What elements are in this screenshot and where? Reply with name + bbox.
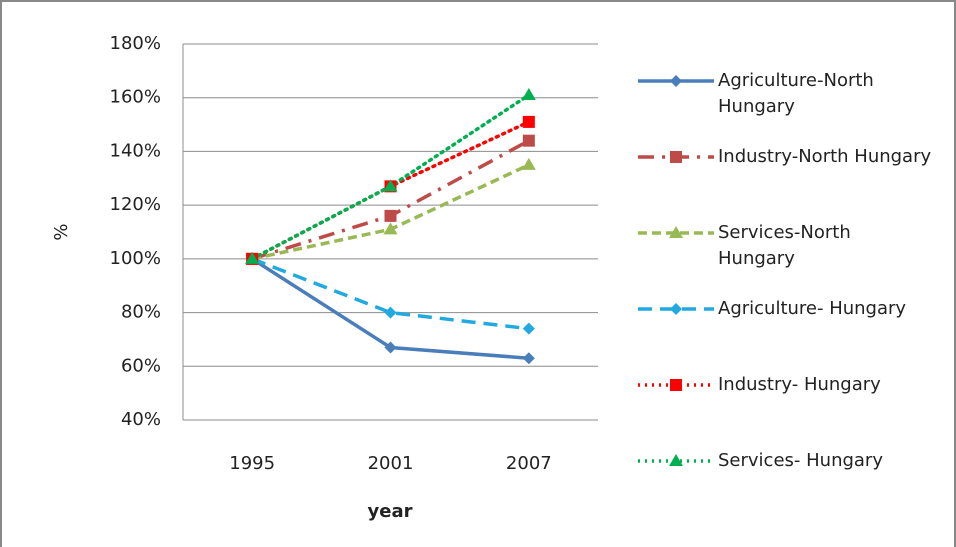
marker (521, 88, 536, 101)
marker (670, 151, 682, 163)
marker (669, 226, 683, 238)
legend-swatch (638, 226, 714, 238)
series-line (251, 257, 530, 331)
y-tick-label: 80% (121, 302, 161, 323)
y-tick-label: 40% (121, 409, 161, 430)
x-tick-label: 2007 (506, 453, 552, 474)
y-tick-label: 120% (110, 194, 161, 215)
marker (384, 341, 397, 354)
legend-entry: Agriculture- Hungary (636, 294, 948, 370)
legend-entry: Industry-North Hungary (636, 142, 948, 218)
legend-label: Industry-North Hungary (718, 146, 932, 167)
marker (383, 179, 398, 192)
legend-label: Services- Hungary (718, 450, 883, 471)
legend-entry: Services-North Hungary (636, 218, 948, 294)
legend-entry: Industry- Hungary (636, 370, 948, 446)
x-tick-label: 2001 (368, 453, 414, 474)
y-tick-label: 180% (110, 33, 161, 54)
legend-label: Agriculture-North Hungary (718, 70, 874, 117)
legend-swatch (638, 379, 714, 391)
marker (522, 352, 535, 365)
y-tick-label: 160% (110, 87, 161, 108)
marker (521, 157, 536, 170)
marker (670, 303, 682, 315)
marker (384, 209, 397, 222)
legend-label: Agriculture- Hungary (718, 298, 907, 319)
legend-entry: Services- Hungary (636, 446, 948, 522)
marker (522, 322, 535, 335)
marker (384, 306, 397, 319)
marker (383, 222, 398, 235)
legend-swatch (638, 303, 714, 315)
x-tick-label: 1995 (229, 453, 275, 474)
marker (670, 379, 682, 391)
y-tick-label: 60% (121, 355, 161, 376)
legend-swatch (638, 454, 714, 466)
legend-swatch (638, 75, 714, 87)
legend-label: Industry- Hungary (718, 374, 881, 395)
y-axis-title: % (51, 223, 72, 240)
y-tick-label: 100% (110, 248, 161, 269)
legend-label: Services-North Hungary (718, 222, 851, 269)
marker (245, 251, 260, 264)
marker (669, 454, 683, 466)
series-line (251, 139, 530, 261)
legend-entry: Agriculture-North Hungary (636, 66, 948, 142)
marker (522, 115, 535, 128)
y-tick-label: 140% (110, 140, 161, 161)
legend: Agriculture-North Hungary Industry-North … (636, 66, 948, 522)
marker (522, 134, 535, 147)
x-axis-title: year (368, 501, 413, 522)
marker (670, 75, 682, 87)
legend-swatch (638, 151, 714, 163)
